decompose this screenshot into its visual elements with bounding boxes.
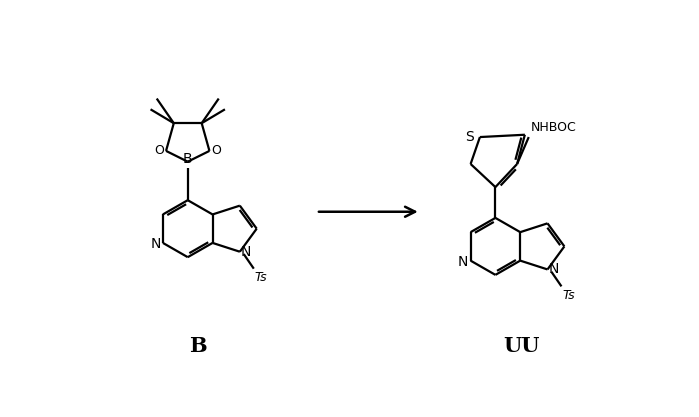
Text: UU: UU: [503, 337, 540, 357]
Text: Ts: Ts: [562, 289, 575, 301]
Text: Ts: Ts: [254, 271, 267, 284]
Text: NHBOC: NHBOC: [531, 121, 576, 134]
Text: O: O: [154, 144, 164, 157]
Text: N: N: [150, 237, 161, 251]
Text: S: S: [465, 130, 474, 144]
Text: N: N: [240, 245, 251, 259]
Text: B: B: [183, 151, 192, 166]
Text: N: N: [458, 255, 468, 269]
Text: B: B: [189, 337, 207, 357]
Text: N: N: [548, 262, 559, 276]
Text: O: O: [211, 144, 221, 157]
